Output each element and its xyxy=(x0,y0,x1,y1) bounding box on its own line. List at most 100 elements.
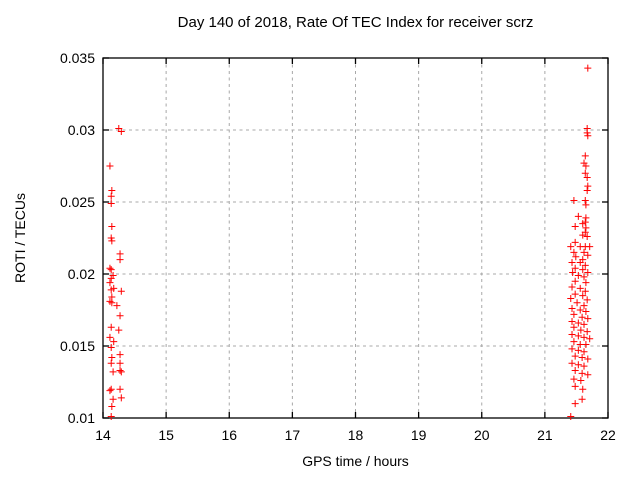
data-point-marker xyxy=(571,382,579,390)
data-point-marker xyxy=(573,299,581,307)
data-point-marker xyxy=(110,338,118,346)
data-point-marker xyxy=(580,302,588,310)
data-point-marker xyxy=(583,186,591,194)
x-tick-label: 19 xyxy=(411,427,427,443)
data-point-marker xyxy=(583,129,591,137)
data-point-marker xyxy=(571,264,579,272)
data-point-marker xyxy=(116,256,124,264)
data-point-marker xyxy=(574,361,582,369)
data-point-marker xyxy=(117,394,125,402)
data-point-marker xyxy=(570,375,578,383)
data-point-marker xyxy=(108,186,116,194)
x-tick-label: 15 xyxy=(158,427,174,443)
data-point-marker xyxy=(584,64,592,72)
x-tick-label: 21 xyxy=(537,427,553,443)
data-point-marker xyxy=(582,279,590,287)
x-tick-label: 18 xyxy=(348,427,364,443)
data-point-marker xyxy=(107,359,115,367)
data-point-marker xyxy=(568,318,576,326)
data-point-marker xyxy=(106,333,114,341)
data-point-marker xyxy=(584,182,592,190)
data-point-marker xyxy=(569,269,577,277)
data-point-marker xyxy=(581,287,589,295)
y-tick-label: 0.015 xyxy=(60,338,95,354)
data-point-marker xyxy=(574,319,582,327)
data-point-marker xyxy=(579,385,587,393)
data-point-marker xyxy=(581,169,589,177)
data-point-marker xyxy=(576,284,584,292)
data-point-marker xyxy=(108,299,116,307)
data-point-marker xyxy=(580,248,588,256)
data-point-marker xyxy=(578,354,586,362)
data-point-marker xyxy=(574,271,582,279)
data-point-marker xyxy=(116,351,124,359)
data-point-marker xyxy=(583,233,591,241)
y-tick-label: 0.035 xyxy=(60,50,95,66)
data-point-marker xyxy=(109,368,117,376)
data-point-marker xyxy=(107,199,115,207)
data-point-marker xyxy=(571,352,579,360)
data-point-marker xyxy=(113,302,121,310)
data-point-marker xyxy=(570,197,578,205)
data-point-marker xyxy=(568,359,576,367)
data-point-marker xyxy=(578,395,586,403)
data-point-marker xyxy=(567,243,575,251)
data-point-marker xyxy=(584,251,592,259)
data-point-marker xyxy=(584,132,592,140)
data-point-marker xyxy=(568,345,576,353)
data-point-marker xyxy=(116,385,124,393)
y-tick-label: 0.02 xyxy=(68,266,95,282)
data-point-marker xyxy=(580,348,588,356)
data-point-marker xyxy=(567,294,575,302)
data-point-marker xyxy=(107,323,115,331)
data-point-marker xyxy=(106,297,114,305)
data-point-marker xyxy=(579,231,587,239)
data-point-marker xyxy=(580,273,588,281)
data-point-marker xyxy=(106,162,114,170)
data-point-marker xyxy=(571,290,579,298)
data-point-marker xyxy=(584,269,592,277)
data-point-marker xyxy=(107,274,115,282)
data-point-marker xyxy=(571,277,579,285)
data-point-marker xyxy=(581,197,589,205)
x-tick-label: 22 xyxy=(600,427,616,443)
data-point-marker xyxy=(579,266,587,274)
data-point-marker xyxy=(107,286,115,294)
data-point-marker xyxy=(582,307,590,315)
data-point-marker xyxy=(579,292,587,300)
data-point-marker xyxy=(117,368,125,376)
data-point-marker xyxy=(107,413,115,421)
data-point-marker xyxy=(580,333,588,341)
data-point-marker xyxy=(571,366,579,374)
data-point-marker xyxy=(116,366,124,374)
data-point-marker xyxy=(584,315,592,323)
data-point-marker xyxy=(106,279,114,287)
data-point-marker xyxy=(576,306,584,314)
data-point-marker xyxy=(109,395,117,403)
data-point-marker xyxy=(572,253,580,261)
data-point-marker xyxy=(582,201,590,209)
data-point-marker xyxy=(570,323,578,331)
data-point-marker xyxy=(107,266,115,274)
data-point-marker xyxy=(568,305,576,313)
data-point-marker xyxy=(574,212,582,220)
data-point-marker xyxy=(582,341,590,349)
y-tick-label: 0.01 xyxy=(68,410,95,426)
data-point-marker xyxy=(568,258,576,266)
data-point-marker xyxy=(571,400,579,408)
data-point-marker xyxy=(580,320,588,328)
chart-title: Day 140 of 2018, Rate Of TEC Index for r… xyxy=(177,14,534,31)
data-point-marker xyxy=(108,222,116,230)
data-point-marker xyxy=(578,369,586,377)
data-point-marker xyxy=(576,258,584,266)
data-point-marker xyxy=(106,387,114,395)
data-point-marker xyxy=(581,152,589,160)
y-tick-label: 0.03 xyxy=(68,122,95,138)
data-point-marker xyxy=(574,346,582,354)
data-point-marker xyxy=(108,354,116,362)
data-point-marker xyxy=(579,220,587,228)
x-tick-label: 17 xyxy=(285,427,301,443)
data-point-marker xyxy=(583,328,591,336)
